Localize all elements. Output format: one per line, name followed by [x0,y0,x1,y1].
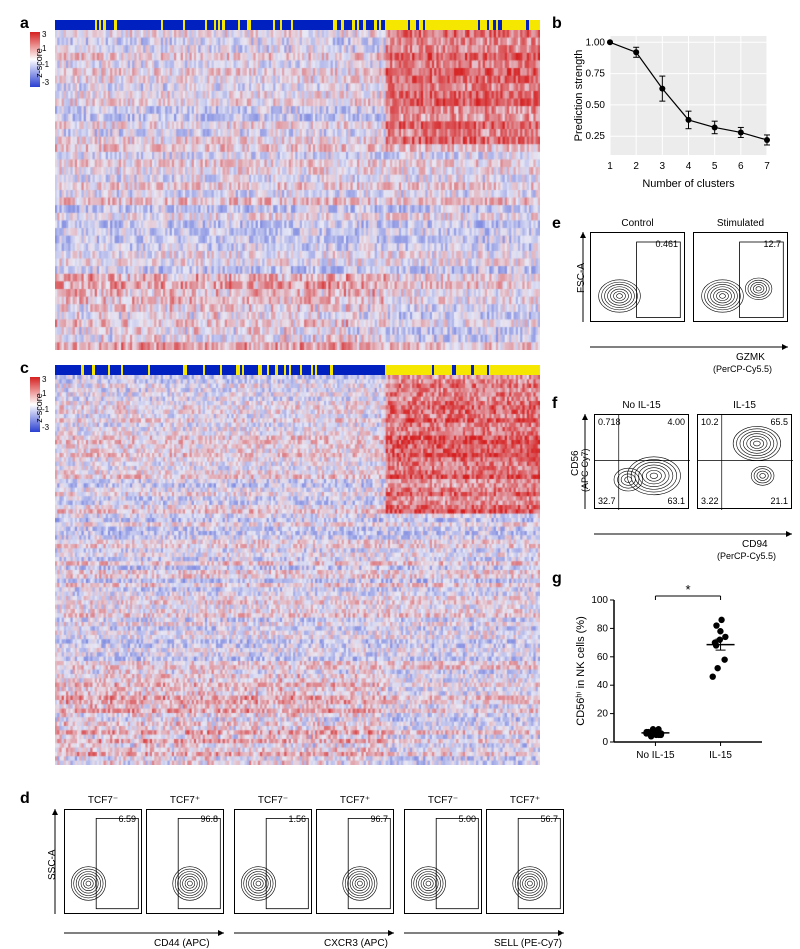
facs-d-xlabel-1: CXCR3 (APC) [324,938,388,949]
facs-f-box-0: 0.718 4.00 32.7 63.1 [594,414,689,509]
facs-d-box-0-1: 96.8 [146,809,224,914]
label-a: a [20,15,29,33]
facs-e-val-0: 0.461 [655,239,678,249]
svg-text:Number of clusters: Number of clusters [642,178,735,190]
facs-f-xlabel-sub: (PerCP-Cy5.5) [717,551,776,561]
facs-d-xlabel-2: SELL (PE-Cy7) [494,938,562,949]
facs-d-title-1-0: TCF7⁻ [234,795,312,806]
label-g: g [552,570,562,588]
svg-text:*: * [685,582,690,597]
facs-d-title-0-1: TCF7⁺ [146,795,224,806]
cb-a-t1: 1 [42,44,46,53]
facs-d-box-0-0: 6.59 [64,809,142,914]
facs-d-title-0-0: TCF7⁻ [64,795,142,806]
facs-d-ylabel: SSC-A [47,849,58,880]
cb-a-t3: 3 [42,30,46,39]
svg-text:3: 3 [660,161,666,172]
svg-text:1.00: 1.00 [586,37,606,48]
heatmap-a-clusterbar [55,20,540,30]
svg-text:60: 60 [597,652,609,663]
cb-a-tm3: -3 [42,78,49,87]
heatmap-c-canvas [55,375,540,765]
facs-e-title-0: Control [590,218,685,229]
heatmap-c [55,365,540,765]
cb-c-t3: 3 [42,375,46,384]
svg-text:80: 80 [597,623,609,634]
svg-text:0.50: 0.50 [586,100,606,111]
facs-e-xlabel: GZMK [736,352,765,363]
facs-f-box-1: 10.2 65.5 3.22 21.1 [697,414,792,509]
svg-text:4: 4 [686,161,692,172]
facs-e-box-1: 12.7 [693,232,788,322]
facs-d-box-2-0: 5.00 [404,809,482,914]
svg-text:20: 20 [597,709,609,720]
cb-c-tm3: -3 [42,423,49,432]
facs-e-box-0: 0.461 [590,232,685,322]
facs-e-val-1: 12.7 [763,239,781,249]
heatmap-c-clusterbar [55,365,540,375]
svg-text:40: 40 [597,680,609,691]
svg-text:Prediction strength: Prediction strength [573,50,585,142]
facs-e-title-1: Stimulated [693,218,788,229]
svg-text:5: 5 [712,161,718,172]
svg-text:6: 6 [738,161,744,172]
svg-text:0.75: 0.75 [586,69,606,80]
label-d: d [20,790,30,808]
facs-f-xlabel: CD94 [742,539,768,550]
label-b: b [552,15,562,33]
label-c: c [20,360,29,378]
facs-d-title-2-1: TCF7⁺ [486,795,564,806]
panel-b-chart: 0.25 0.50 0.75 1.00 1 2 3 4 5 6 7 Number of cluster… [570,28,785,213]
facs-d-box-1-1: 96.7 [316,809,394,914]
svg-text:CD56ʰⁱ in NK cells (%): CD56ʰⁱ in NK cells (%) [575,616,587,725]
cb-c-tm1: -1 [42,405,49,414]
svg-text:0: 0 [602,737,608,748]
cb-c-t1: 1 [42,389,46,398]
label-f: f [552,395,557,413]
panel-g-chart: 0 20 40 60 80 100 No IL-15 IL-15 * CD56ʰⁱ in NK c… [572,582,782,782]
cb-a-tm1: -1 [42,60,49,69]
label-e: e [552,215,561,233]
facs-d-box-1-0: 1.56 [234,809,312,914]
facs-e-xlabel-sub: (PerCP-Cy5.5) [713,364,772,374]
facs-f-ylabel-sub: (APC-Cy7) [580,448,590,492]
facs-f-title-1: IL-15 [697,400,792,411]
svg-text:IL-15: IL-15 [709,750,732,761]
svg-text:No IL-15: No IL-15 [636,750,675,761]
facs-d-xlabel-0: CD44 (APC) [154,938,210,949]
facs-e-ylabel: FSC-A [576,263,587,293]
svg-text:2: 2 [633,161,639,172]
svg-text:0.25: 0.25 [586,131,606,142]
heatmap-a-canvas [55,30,540,350]
svg-text:100: 100 [591,595,608,606]
facs-d-title-2-0: TCF7⁻ [404,795,482,806]
facs-f-title-0: No IL-15 [594,400,689,411]
heatmap-a [55,20,540,350]
facs-d-title-1-1: TCF7⁺ [316,795,394,806]
facs-d-box-2-1: 56.7 [486,809,564,914]
svg-text:7: 7 [764,161,770,172]
svg-text:1: 1 [607,161,613,172]
